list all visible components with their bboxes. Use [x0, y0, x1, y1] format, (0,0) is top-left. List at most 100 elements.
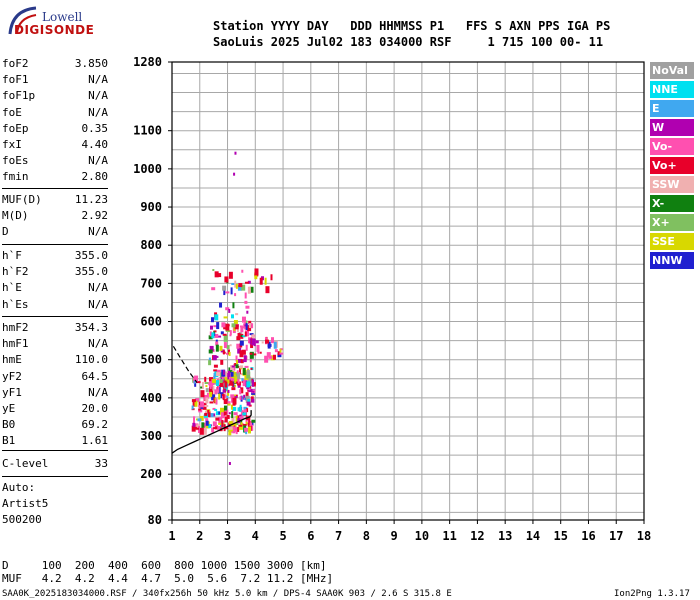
echo-point [240, 326, 244, 333]
echo-point [225, 307, 230, 311]
x-tick-label: 16 [581, 529, 595, 543]
param-value: N/A [88, 89, 108, 103]
echo-point [237, 407, 240, 412]
x-tick-label: 3 [224, 529, 231, 543]
echo-point [228, 412, 231, 415]
echo-point [251, 398, 255, 403]
echo-point [229, 428, 233, 432]
echo-point [230, 404, 233, 410]
echo-point [210, 325, 214, 330]
echo-point [237, 347, 242, 354]
echo-point [241, 284, 246, 291]
param-separator [2, 476, 108, 477]
echo-point [231, 365, 235, 368]
param-row-hf2: h`F2 355.0 [2, 265, 108, 281]
param-row-yf1: yF1 N/A [2, 386, 108, 402]
param-value: 110.0 [74, 353, 108, 367]
echo-point [224, 371, 229, 379]
echo-point [220, 359, 224, 365]
echo-point [247, 378, 252, 384]
echo-outlier [234, 151, 237, 155]
echo-point [251, 338, 256, 346]
param-key: fxI [2, 138, 22, 151]
echo-point [225, 324, 230, 327]
echo-point [250, 367, 253, 370]
param-key: h`F [2, 249, 22, 262]
echo-point [243, 355, 247, 361]
y-tick-label: 200 [140, 467, 162, 481]
echo-point [212, 385, 215, 391]
trace-profile-line [171, 410, 252, 454]
param-value: N/A [88, 281, 108, 295]
legend-item-e: E [650, 100, 694, 117]
echo-point [248, 323, 251, 329]
echo-point [224, 381, 228, 388]
echo-point [234, 427, 237, 432]
echo-point [229, 424, 234, 427]
param-value: N/A [88, 154, 108, 168]
param-row-clevel: C-level 33 [2, 457, 108, 473]
echo-point [222, 333, 227, 336]
echo-point [213, 325, 218, 328]
echo-point [231, 377, 235, 382]
echo-point [233, 412, 238, 416]
echo-point [223, 398, 228, 405]
param-row-hmf2: hmF2 354.3 [2, 321, 108, 337]
echo-point [208, 349, 213, 354]
param-key: M(D) [2, 209, 29, 223]
echo-point [221, 375, 224, 381]
logo-digisonde: DIGISONDE [14, 23, 95, 37]
y-tick-label: 1100 [133, 124, 162, 138]
legend-item-nnw: NNW [650, 252, 694, 269]
echo-point [240, 387, 244, 394]
echo-point [201, 381, 204, 389]
echo-point [204, 382, 209, 385]
echo-point [242, 360, 247, 363]
echo-point [205, 385, 208, 388]
echo-point [210, 317, 214, 323]
param-key: hmF1 [2, 337, 29, 351]
echo-point [228, 421, 233, 425]
echo-point [237, 358, 242, 363]
echo-point [246, 371, 251, 379]
echo-point [252, 379, 255, 387]
footer-file-info: SAA0K_2025183034000.RSF / 340fx256h 50 k… [2, 589, 452, 599]
echo-point [279, 348, 282, 354]
echo-point [232, 302, 235, 309]
y-tick-label: 900 [140, 200, 162, 214]
param-value: N/A [88, 385, 108, 399]
legend-item-x: X- [650, 195, 694, 212]
echo-point [234, 324, 239, 330]
header-values: SaoLuis 2025 Jul02 183 034000 RSF 1 715 … [213, 35, 604, 49]
echo-point [216, 372, 221, 377]
echo-point [271, 337, 275, 344]
echo-point [227, 401, 231, 405]
echo-point [208, 382, 211, 386]
y-tick-label: 1000 [133, 162, 162, 176]
echo-point [214, 271, 219, 278]
echo-point [192, 422, 196, 427]
x-tick-label: 11 [442, 529, 456, 543]
echo-point [223, 411, 227, 416]
echo-point [240, 334, 243, 337]
echo-point [232, 406, 237, 411]
echo-point [237, 383, 241, 388]
param-separator [2, 450, 108, 451]
echo-point [254, 272, 258, 280]
param-row-b1: B1 1.61 [2, 434, 108, 450]
echo-point [239, 389, 242, 395]
y-tick-label: 700 [140, 276, 162, 290]
param-value: 3.850 [74, 57, 108, 70]
echo-point [259, 277, 263, 285]
echo-point [244, 331, 247, 337]
echo-point [228, 367, 233, 374]
param-row-fxi: fxI 4.40 [2, 138, 108, 154]
echo-point [240, 365, 244, 369]
echo-point [205, 388, 209, 393]
echo-point [208, 335, 213, 340]
echo-point [214, 333, 219, 338]
echo-point [237, 332, 241, 337]
echo-point [211, 427, 215, 433]
logo-lowell: Lowell [42, 10, 83, 24]
echo-point [204, 376, 207, 382]
